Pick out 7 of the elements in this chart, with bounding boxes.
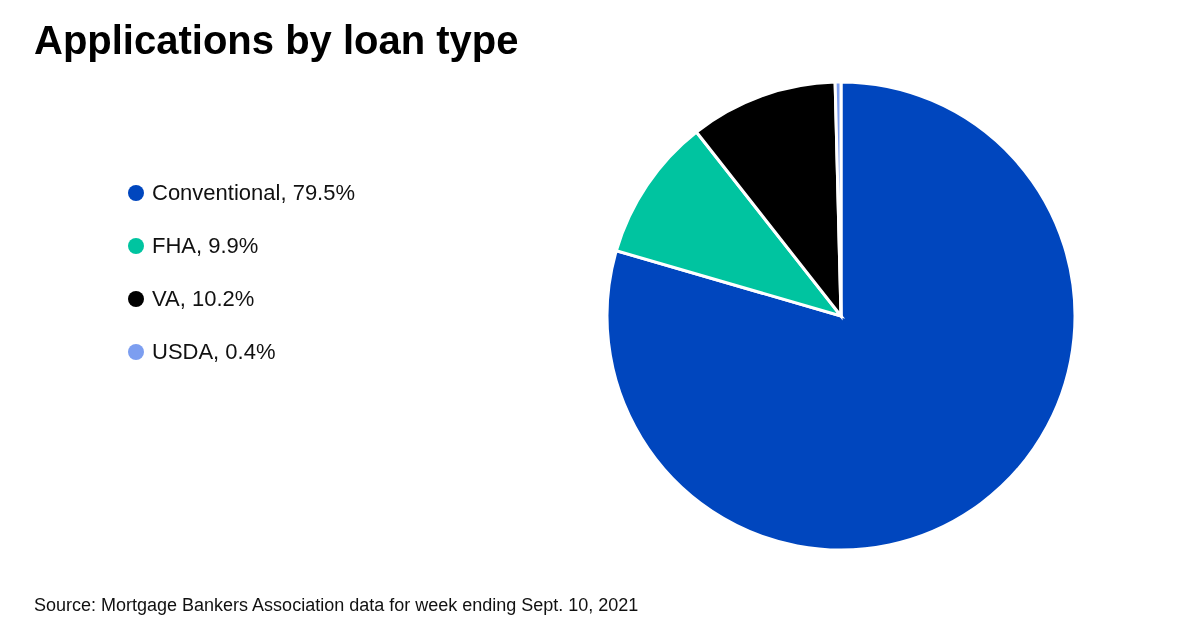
- legend-label: FHA, 9.9%: [152, 232, 259, 259]
- legend-label: USDA, 0.4%: [152, 338, 276, 365]
- source-note: Source: Mortgage Bankers Association data for week ending Sept. 10, 2021: [34, 595, 639, 616]
- legend-label: Conventional, 79.5%: [152, 179, 356, 206]
- legend-label: VA, 10.2%: [152, 285, 255, 312]
- chart-title: Applications by loan type: [34, 18, 519, 63]
- pie-slice: [605, 80, 1077, 552]
